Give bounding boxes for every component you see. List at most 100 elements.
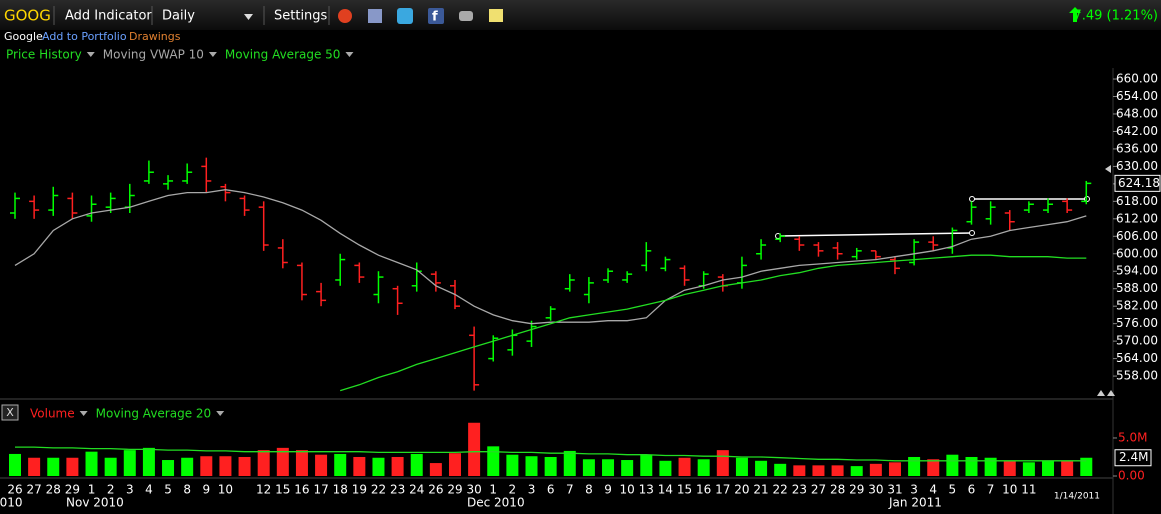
volume-bar — [697, 459, 710, 476]
x-tick-label: 4 — [145, 483, 153, 497]
y-tick-label: 594.00 — [1116, 264, 1158, 278]
y-tick-label: 636.00 — [1116, 141, 1158, 155]
layers-icon[interactable] — [368, 9, 382, 23]
legend-entry[interactable]: Price History — [6, 48, 82, 62]
price-change: 7.49 (1.21%) — [1073, 9, 1158, 24]
volume-bar — [946, 454, 959, 476]
dropdown-arrow[interactable] — [244, 14, 253, 20]
volume-bar — [410, 453, 423, 476]
y-tick-label: 606.00 — [1116, 229, 1158, 243]
volume-bar — [869, 463, 882, 476]
x-tick-label: 2 — [107, 483, 115, 497]
x-tick-label: 30 — [868, 483, 883, 497]
legend-entry[interactable]: Volume — [30, 407, 75, 421]
x-tick-label: 8 — [585, 483, 593, 497]
volume-bar — [104, 457, 117, 476]
settings[interactable]: Settings — [274, 9, 328, 24]
x-tick-label: 19 — [352, 483, 367, 497]
x-tick-label: 1 — [88, 483, 96, 497]
binoculars-icon[interactable] — [459, 11, 473, 21]
volume-bar — [200, 456, 213, 476]
legend-entry[interactable]: Moving Average 50 — [225, 48, 341, 62]
volume-bar — [123, 450, 136, 476]
x-tick-label: 29 — [447, 483, 462, 497]
x-tick-label: 6 — [547, 483, 555, 497]
facebook-icon[interactable] — [428, 8, 444, 24]
volume-bar — [238, 456, 251, 476]
legend-arrow[interactable] — [216, 411, 225, 416]
last-date: 1/14/2011 — [1054, 492, 1100, 502]
y-tick-label: 660.00 — [1116, 72, 1158, 86]
legend-entry[interactable]: Moving VWAP 10 — [103, 48, 204, 62]
legend-arrow[interactable] — [208, 52, 217, 57]
volume-bar — [716, 450, 729, 476]
x-tick-label: 2 — [509, 483, 517, 497]
volume-bar — [181, 457, 194, 476]
x-tick-label: 8 — [183, 483, 191, 497]
x-tick-label: 17 — [313, 483, 328, 497]
period-select[interactable]: Daily — [162, 9, 195, 24]
legend-arrow[interactable] — [86, 52, 95, 57]
volume-bar — [276, 447, 289, 476]
current-volume-box — [1114, 449, 1152, 467]
volume-bar — [1080, 457, 1093, 476]
legend-arrow[interactable] — [345, 52, 354, 57]
x-tick-label: 9 — [202, 483, 210, 497]
volume-bar — [621, 460, 634, 476]
alarm-icon[interactable] — [338, 9, 352, 23]
volume-bar — [908, 456, 921, 476]
y-tick-label: 618.00 — [1116, 194, 1158, 208]
trend-drawing[interactable] — [777, 232, 973, 237]
x-tick-label: 16 — [294, 483, 309, 497]
x-tick-label: 4 — [929, 483, 937, 497]
x-tick-label: 21 — [753, 483, 768, 497]
close-x[interactable]: X — [6, 406, 14, 419]
y-tick-label: 588.00 — [1116, 281, 1158, 295]
period-label: Jan 2011 — [888, 496, 942, 510]
legend-arrow[interactable] — [79, 411, 88, 416]
volume-bar — [984, 457, 997, 476]
twitter-icon[interactable] — [397, 8, 413, 24]
volume-bar — [219, 456, 232, 476]
volume-bar — [28, 457, 41, 476]
close-button[interactable] — [1, 404, 19, 421]
add-to-portfolio[interactable]: Add to Portfolio — [42, 30, 127, 43]
volume-bar — [353, 456, 366, 476]
volume-bar — [391, 456, 404, 476]
scroll-marker[interactable] — [1105, 165, 1111, 173]
x-tick-label: 22 — [371, 483, 386, 497]
volume-bar — [640, 454, 653, 476]
period-label: Dec 2010 — [467, 496, 525, 510]
note-icon[interactable] — [489, 9, 503, 22]
x-tick-label: 6 — [968, 483, 976, 497]
y-tick-label: 648.00 — [1116, 106, 1158, 120]
volume-bar — [9, 453, 21, 476]
x-tick-label: 15 — [677, 483, 692, 497]
y-tick-label: 582.00 — [1116, 299, 1158, 313]
x-tick-label: 10 — [620, 483, 635, 497]
volume-bar — [965, 456, 978, 476]
x-tick-label: 29 — [849, 483, 864, 497]
drawing-handle[interactable] — [969, 230, 975, 236]
drawings[interactable]: Drawings — [129, 30, 181, 43]
drawing-handle[interactable] — [969, 196, 975, 202]
x-tick-label: 11 — [1021, 483, 1036, 497]
x-tick-label: 3 — [528, 483, 536, 497]
add-indicator[interactable]: Add Indicator — [65, 9, 152, 24]
toolbar — [0, 0, 1161, 30]
legend-entry[interactable]: Moving Average 20 — [96, 407, 212, 421]
volume-bar — [735, 457, 748, 476]
volume-bar — [1022, 462, 1035, 476]
symbol[interactable]: GOOG — [4, 7, 51, 25]
x-tick-label: 12 — [256, 483, 271, 497]
facebook-f: f — [432, 10, 438, 25]
volume-bar — [525, 456, 538, 476]
scroll-marker[interactable] — [1097, 390, 1105, 396]
volume-bar — [257, 450, 270, 476]
current-price-box — [1114, 174, 1161, 192]
volume-bar — [162, 460, 175, 476]
volume-bar — [774, 463, 787, 476]
volume-bar — [1061, 460, 1074, 476]
volume-bar — [582, 459, 595, 476]
scroll-marker[interactable] — [1107, 390, 1115, 396]
